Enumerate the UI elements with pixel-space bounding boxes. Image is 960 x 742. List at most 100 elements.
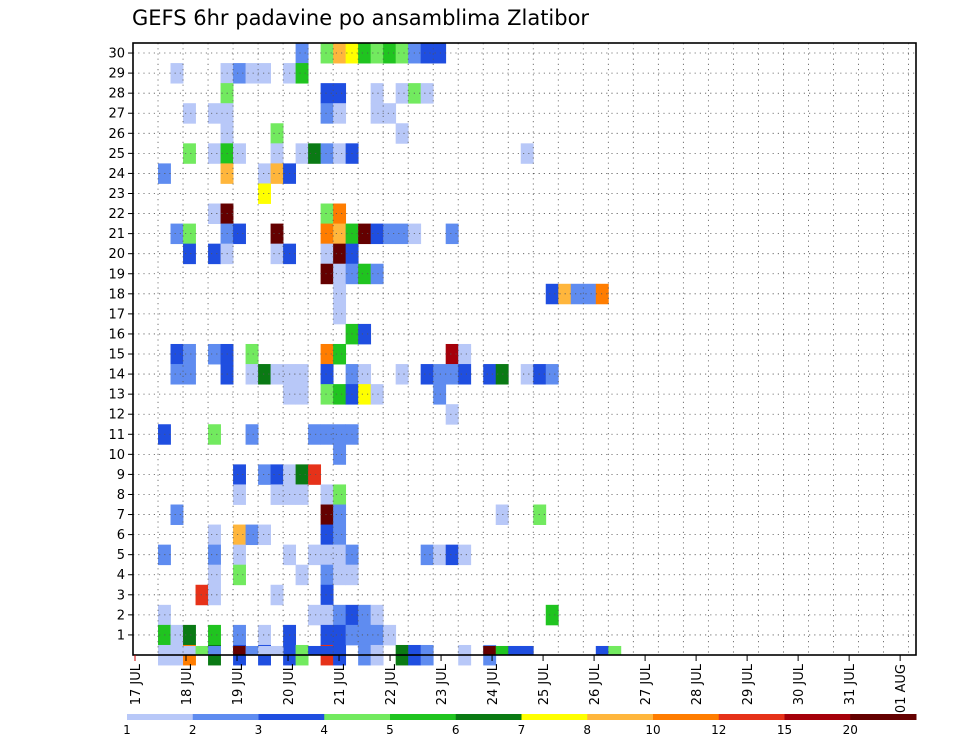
y-tick-label: 10: [108, 448, 125, 463]
y-tick-label: 21: [108, 227, 125, 242]
heatmap-cell: [420, 83, 434, 104]
heatmap-cell: [295, 63, 309, 84]
x-tick-label: 29 JUL: [741, 663, 756, 705]
heatmap-cell: [320, 424, 334, 445]
y-tick-label: 27: [108, 107, 125, 122]
heatmap-cell: [320, 103, 334, 124]
heatmap-cell: [258, 163, 271, 184]
legend-label: 1: [123, 723, 131, 737]
heatmap-cell: [445, 404, 459, 425]
legend-label: 10: [645, 723, 660, 737]
heatmap-cell: [233, 223, 246, 245]
heatmap-cell: [183, 343, 196, 365]
heatmap-cell: [320, 83, 334, 104]
x-tick-label: 21 JUL: [333, 663, 348, 705]
heatmap-cell: [208, 584, 221, 606]
heatmap-cell: [208, 544, 221, 566]
heatmap-cell: [333, 604, 347, 626]
heatmap-cell: [320, 203, 334, 224]
legend-label: 6: [452, 723, 460, 737]
heatmap-cell: [383, 43, 397, 64]
heatmap-cell: [270, 143, 284, 164]
heatmap-cell: [245, 364, 259, 385]
heatmap-cell: [395, 364, 409, 385]
heatmap-cell: [183, 624, 196, 646]
heatmap-cell: [495, 504, 509, 525]
heatmap-cell: [458, 343, 472, 365]
heatmap-cell: [495, 364, 509, 385]
heatmap-cell: [483, 364, 497, 385]
heatmap-cell: [208, 524, 221, 546]
heatmap-cell: [320, 604, 334, 626]
heatmap-cell: [195, 584, 209, 606]
heatmap-cell: [445, 343, 459, 365]
heatmap-cell: [370, 43, 384, 64]
heatmap-cell: [395, 43, 409, 64]
y-tick-label: 20: [108, 247, 125, 262]
heatmap-cell: [445, 544, 459, 566]
heatmap-cell: [233, 624, 246, 646]
x-tick-label: 01 AUG: [894, 664, 909, 713]
heatmap-cell: [270, 645, 284, 656]
x-tick-label: 24 JUL: [486, 663, 501, 705]
legend-swatch: [127, 714, 194, 720]
heatmap-cell: [233, 484, 246, 505]
y-tick-label: 16: [108, 327, 125, 342]
y-tick-label: 7: [117, 508, 125, 523]
heatmap-cell: [420, 43, 434, 64]
heatmap-cell: [258, 524, 271, 546]
legend-label: 2: [189, 723, 197, 737]
heatmap-cell: [545, 604, 559, 626]
heatmap-cell: [445, 223, 459, 245]
y-tick-label: 17: [108, 307, 125, 322]
heatmap-cell: [170, 343, 184, 365]
y-tick-label: 25: [108, 147, 125, 162]
legend: 1 2 3 4 5 6 7 8 10 12 15 20: [123, 714, 917, 737]
heatmap-cell: [308, 645, 322, 656]
x-tick-label: 30 JUL: [792, 663, 807, 705]
heatmap-cell: [270, 584, 284, 606]
heatmap-cell: [358, 604, 372, 626]
heatmap-cell: [333, 564, 347, 586]
heatmap-cell: [208, 203, 221, 224]
y-tick-label: 13: [108, 388, 125, 403]
heatmap-cell: [333, 303, 347, 325]
heatmap-cell: [370, 223, 384, 245]
heatmap-cell: [208, 143, 221, 164]
legend-swatch: [390, 714, 457, 720]
x-tick-label: 25 JUL: [537, 663, 552, 705]
heatmap-cell: [170, 223, 184, 245]
heatmap-cell: [320, 544, 334, 566]
heatmap-cell: [420, 544, 434, 566]
x-tick-label: 17 JUL: [129, 663, 144, 705]
y-tick-label: 11: [108, 428, 125, 443]
y-tick-label: 19: [108, 267, 125, 282]
heatmap-cell: [333, 444, 347, 465]
heatmap-cell: [595, 645, 609, 656]
legend-label: 5: [386, 723, 394, 737]
heatmap-cell: [170, 624, 184, 646]
heatmap-cell: [258, 183, 271, 204]
heatmap-cell: [233, 544, 246, 566]
heatmap-cell: [258, 364, 271, 385]
y-tick-label: 15: [108, 348, 125, 363]
heatmap-cell: [320, 564, 334, 586]
heatmap-cell: [258, 63, 271, 84]
x-tick-label: 19 JUL: [231, 663, 246, 705]
heatmap-cell: [258, 624, 271, 646]
heatmap-cell: [333, 544, 347, 566]
y-tick-label: 22: [108, 207, 125, 222]
heatmap-cell: [320, 364, 334, 385]
legend-label: 12: [711, 723, 726, 737]
heatmap-cell: [595, 283, 609, 305]
heatmap-cell: [545, 283, 559, 305]
legend-label: 7: [518, 723, 526, 737]
x-tick-label: 28 JUL: [690, 663, 705, 705]
heatmap-cell: [333, 524, 347, 546]
heatmap-cell: [320, 263, 334, 285]
heatmap-cell: [245, 424, 259, 445]
heatmap-cell: [308, 464, 322, 485]
heatmap-cell: [295, 43, 309, 64]
heatmap-cell: [233, 524, 246, 546]
y-tick-label: 18: [108, 287, 125, 302]
